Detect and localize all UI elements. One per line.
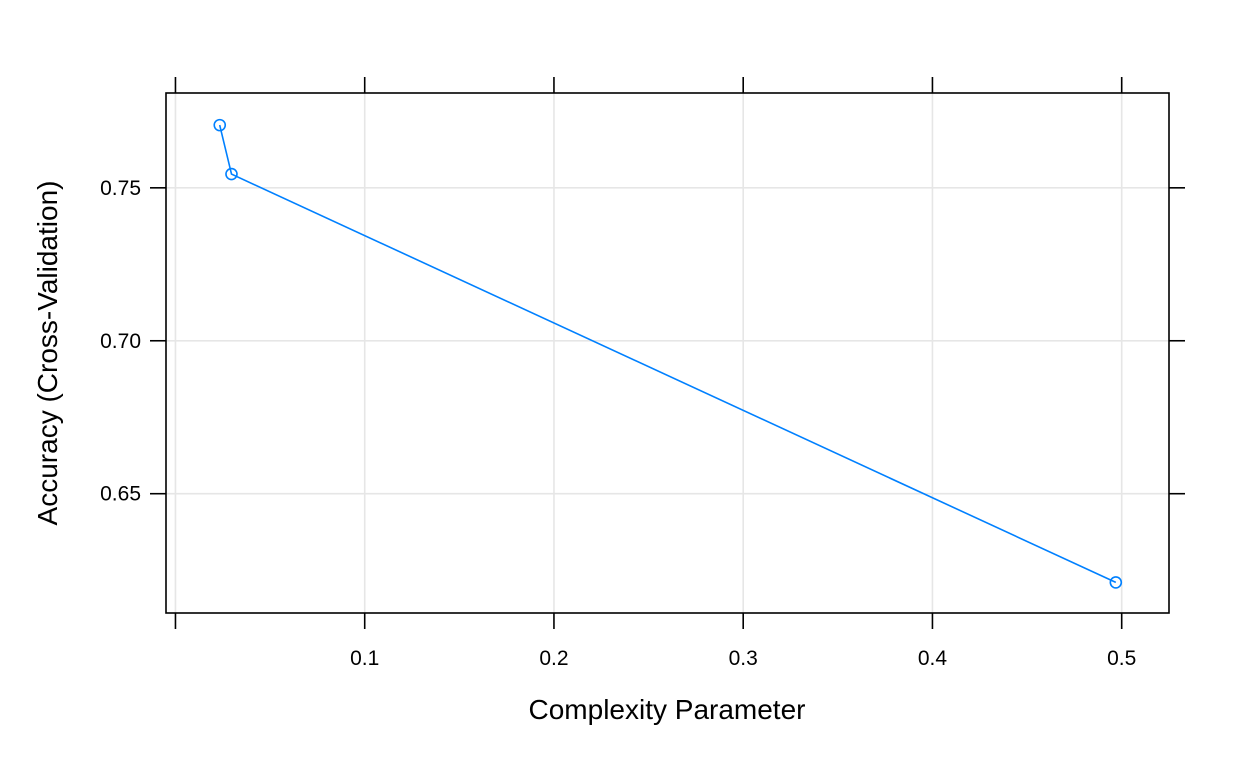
series-layer xyxy=(213,118,1123,589)
x-tick-label: 0.5 xyxy=(1107,647,1136,670)
series-line xyxy=(218,124,1117,584)
x-tick-label: 0.4 xyxy=(918,647,948,670)
data-point xyxy=(213,118,227,132)
y-tick-label: 0.70 xyxy=(100,330,141,353)
y-tick-label: 0.75 xyxy=(100,177,141,200)
grid-layer xyxy=(166,93,1169,613)
plot-frame xyxy=(165,92,1170,614)
ticks-layer: 0.1 0.2 0.3 0.4 0.5 0.65 0.70 0.75 xyxy=(100,77,1185,670)
x-tick-label: 0.1 xyxy=(350,647,379,670)
data-point xyxy=(225,167,238,181)
y-tick-label: 0.65 xyxy=(100,483,141,506)
data-point xyxy=(1109,576,1123,589)
x-tick-label: 0.3 xyxy=(729,647,758,670)
x-axis-title: Complexity Parameter xyxy=(529,694,806,725)
y-axis-title: Accuracy (Cross-Validation) xyxy=(32,181,63,526)
x-tick-label: 0.2 xyxy=(539,647,568,670)
